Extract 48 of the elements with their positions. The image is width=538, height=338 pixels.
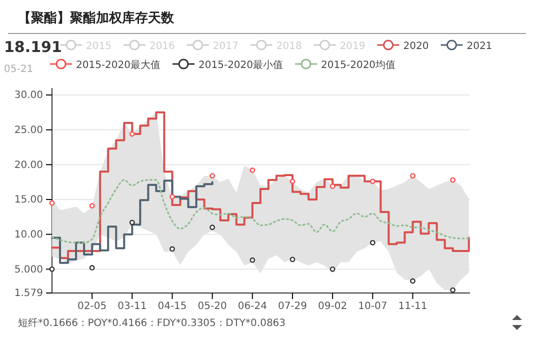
text: 18.191 — [4, 38, 62, 56]
text: 短纤*0.1666 : POY*0.4166 : FDY*0.3305 : DTY*0.0863 — [18, 317, 286, 329]
point — [330, 266, 336, 272]
point — [450, 287, 456, 293]
x-tick-label: 06-24 — [238, 301, 267, 312]
legend-label: 2015-2020最大值 — [76, 59, 161, 71]
point — [410, 278, 416, 284]
x-tick-label: 11-11 — [398, 301, 428, 312]
line-series — [51, 179, 470, 244]
legend-label: 2015-2020最小值 — [198, 59, 284, 71]
point — [210, 173, 216, 178]
y-tick-label: 5.000 — [14, 264, 43, 276]
point — [89, 203, 95, 208]
x-tick-label: 07-29 — [278, 301, 308, 312]
x-tick-label: 10-07 — [358, 301, 388, 312]
y-tick-label: 10.00 — [14, 230, 43, 241]
x-tick-label: 03-11 — [118, 301, 147, 312]
point — [410, 173, 416, 178]
x-tick-label: 02-05 — [78, 301, 107, 312]
x-tick-label: 05-20 — [198, 301, 227, 312]
point — [170, 194, 175, 200]
chart-title: 【聚酯】聚酯加权库存天数 — [18, 10, 175, 26]
text: 05-21 — [4, 64, 34, 75]
legend-label: 2021 — [466, 41, 492, 52]
point — [49, 200, 55, 206]
point — [170, 246, 175, 252]
point — [290, 178, 296, 184]
y-tick-label: 20.00 — [14, 160, 43, 171]
x-tick-label: 09-02 — [318, 301, 348, 312]
point — [89, 265, 95, 270]
x-tick-label: 04-15 — [158, 301, 187, 312]
point — [290, 256, 296, 262]
y-tick-label: 15.00 — [14, 194, 43, 206]
point — [129, 131, 135, 137]
legend-label: 2020 — [403, 41, 429, 52]
point — [370, 240, 376, 246]
y-tick-label: 25.00 — [14, 125, 43, 136]
point — [370, 178, 376, 184]
point — [210, 224, 216, 230]
y-tick-label: 30.00 — [14, 90, 43, 102]
point — [129, 220, 135, 226]
point — [450, 177, 456, 183]
legend-label: 2015-2020均值 — [321, 59, 396, 71]
point — [250, 168, 256, 173]
point — [250, 257, 256, 263]
point — [49, 266, 55, 272]
y-tick-label: 1.579 — [14, 288, 43, 300]
point — [330, 184, 336, 189]
